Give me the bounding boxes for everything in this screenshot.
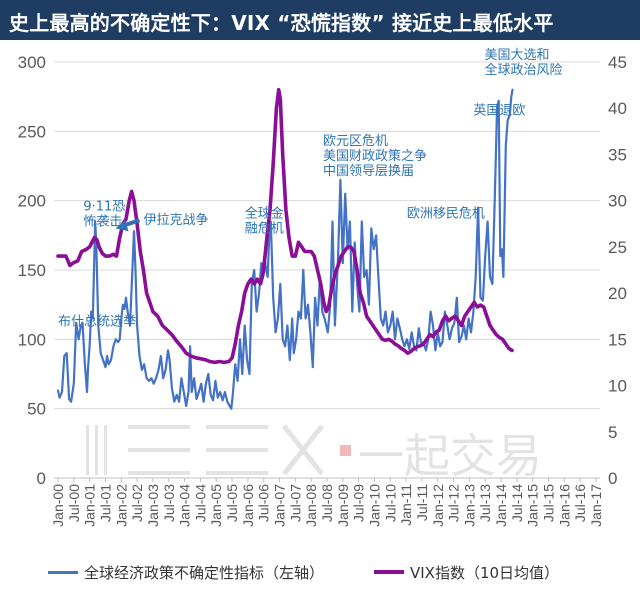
x-tick-label: Jul-12: [446, 484, 462, 522]
watermark-bar-b0: [206, 425, 268, 429]
x-tick-label: Jul-09: [351, 484, 367, 522]
x-tick-label: Jul-13: [477, 484, 493, 522]
watermark: 一起交易: [86, 424, 542, 483]
x-tick-label: Jul-03: [161, 484, 177, 522]
legend-vix-swatch: [374, 570, 404, 574]
right-tick-label: 15: [608, 330, 627, 349]
annotation-label: 融危机: [245, 221, 284, 236]
x-tick-label: Jan-04: [177, 484, 193, 527]
x-tick-label: Jan-17: [588, 484, 604, 527]
x-tick-label: Jul-01: [97, 484, 113, 522]
watermark-bar-a0: [128, 425, 190, 429]
x-tick-label: Jan-00: [50, 484, 66, 527]
annotation-arrowhead: [115, 220, 129, 232]
x-tick-label: Jan-05: [208, 484, 224, 527]
annotation-label: 9·11恐: [83, 199, 125, 214]
annotation-label: 欧元区危机: [323, 134, 388, 149]
x-tick-label: Jul-10: [382, 484, 398, 522]
left-tick-label: 300: [18, 53, 46, 72]
watermark-dot: [340, 445, 351, 456]
right-tick-label: 25: [608, 238, 627, 257]
x-tick-label: Jul-11: [414, 484, 430, 521]
x-tick-label: Jan-13: [461, 484, 477, 527]
series-layer: [56, 87, 514, 410]
x-tick-label: Jul-00: [66, 484, 82, 522]
legend-epu-label: 全球经济政策不确定性指标（左轴）: [84, 563, 325, 582]
left-y-axis: 0 50 100 150 200 250 300: [18, 53, 46, 488]
x-tick-label: Jan-12: [430, 484, 446, 527]
x-tick-label: Jan-03: [145, 484, 161, 527]
page-title: 史上最高的不确定性下：VIX “恐慌指数” 接近史上最低水平: [9, 11, 554, 35]
annotation-label: 全球金: [245, 205, 284, 221]
legend-item-epu: 全球经济政策不确定性指标（左轴）: [48, 560, 324, 584]
right-tick-label: 45: [608, 53, 627, 72]
x-tick-label: Jan-02: [113, 484, 129, 527]
x-tick-label: Jul-06: [256, 484, 272, 522]
x-tick-label: Jan-16: [556, 484, 572, 527]
annotation-label: 全球政治风险: [484, 62, 562, 78]
x-tick-label: Jul-16: [572, 484, 588, 522]
right-tick-label: 30: [608, 192, 627, 211]
x-tick-label: Jan-10: [366, 484, 382, 527]
x-tick-label: Jul-04: [192, 484, 208, 522]
right-tick-label: 0: [608, 469, 617, 488]
title-bar: 史上最高的不确定性下：VIX “恐慌指数” 接近史上最低水平: [0, 0, 640, 40]
x-tick-label: Jan-01: [82, 484, 98, 527]
x-tick-label: Jul-15: [541, 484, 557, 522]
series-epu-line: [56, 88, 514, 410]
right-y-axis: 0 5 10 15 20 25 30 35 40 45: [608, 53, 627, 488]
legend-item-vix: VIX指数（10日均值）: [374, 560, 559, 584]
watermark-mark-2: [104, 425, 107, 475]
watermark-text: 一起交易: [358, 429, 542, 483]
right-tick-label: 5: [608, 423, 617, 442]
annotation-label: 怖袭击: [83, 213, 122, 229]
x-axis: Jan-00 Jul-00 Jan-01 Jul-01 Jan-02 Jul-02 Jan-…: [50, 477, 604, 527]
x-tick-label: Jan-09: [335, 484, 351, 527]
watermark-mark-1: [95, 425, 98, 475]
annotation-label: 欧洲移民危机: [407, 206, 485, 221]
left-tick-label: 0: [37, 469, 46, 488]
right-tick-label: 10: [608, 377, 627, 396]
x-tick-label: Jul-05: [224, 484, 240, 522]
legend: 全球经济政策不确定性指标（左轴） VIX指数（10日均值）: [0, 560, 640, 592]
x-tick-label: Jul-14: [509, 484, 525, 522]
x-tick-label: Jan-14: [493, 484, 509, 527]
x-tick-label: Jan-08: [303, 484, 319, 527]
chart: 一起交易 0 50 100 150 200 250 300 0 5 10 15 20 25 30 35 40…: [18, 48, 627, 527]
annotation-label: 美国财政政策之争: [323, 148, 427, 164]
left-tick-label: 150: [18, 261, 46, 280]
legend-epu-swatch: [48, 570, 78, 574]
x-tick-label: Jan-07: [272, 484, 288, 527]
left-tick-label: 50: [27, 400, 46, 419]
watermark-mark-0: [86, 425, 89, 475]
x-tick-label: Jan-11: [398, 484, 414, 526]
annotation-label: 美国大选和: [484, 48, 549, 63]
annotation-label: 中国领导层换届: [323, 164, 414, 179]
right-tick-label: 40: [608, 99, 627, 118]
x-tick-label: Jan-06: [240, 484, 256, 527]
x-tick-label: Jul-02: [129, 484, 145, 522]
left-tick-label: 200: [18, 192, 46, 211]
annotation-label: 伊拉克战争: [143, 213, 208, 228]
watermark-bar-b1: [206, 448, 268, 452]
x-tick-label: Jan-15: [525, 484, 541, 527]
right-tick-label: 35: [608, 145, 627, 164]
right-tick-label: 20: [608, 284, 627, 303]
left-tick-label: 100: [18, 330, 46, 349]
annotation-label: 英国退欧: [473, 104, 525, 119]
watermark-bar-a1: [128, 448, 190, 452]
annotation-label: 布什总统选举: [58, 314, 136, 329]
left-tick-label: 250: [18, 122, 46, 141]
watermark-bar-b2: [206, 471, 268, 475]
x-tick-label: Jul-08: [319, 484, 335, 522]
watermark-x: [282, 424, 324, 476]
series-vix-line: [56, 87, 514, 365]
legend-vix-label: VIX指数（10日均值）: [410, 563, 560, 582]
watermark-bar-a2: [128, 471, 190, 475]
x-tick-label: Jul-07: [287, 484, 303, 522]
